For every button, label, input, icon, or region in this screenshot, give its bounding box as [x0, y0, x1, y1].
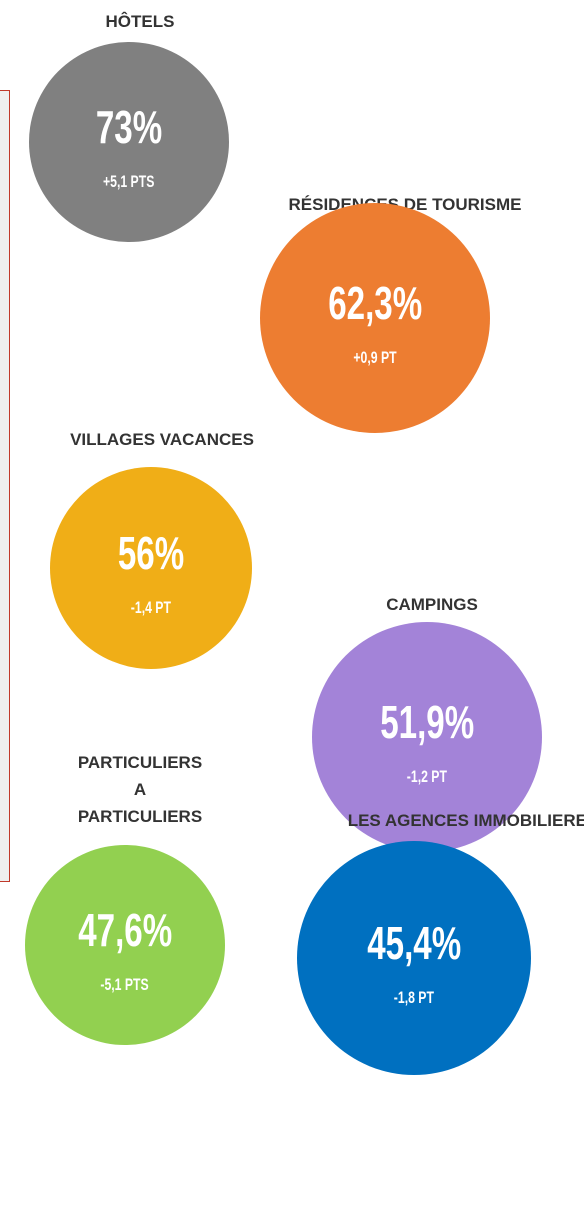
rate-change: +0,9 PT [260, 348, 490, 368]
rate-text: 56% [117, 527, 185, 579]
rate-circle: 62,3% +0,9 PT [260, 203, 490, 433]
rate-value: 45,4% [297, 916, 531, 970]
side-panel [0, 90, 10, 882]
rate-value: 62,3% [260, 276, 490, 330]
category-label: CAMPINGS [386, 591, 478, 618]
rate-text: 73% [95, 101, 163, 153]
label-line: PARTICULIERS [77, 753, 203, 772]
rate-value: 56% [50, 526, 252, 580]
rate-text: 51,9% [380, 696, 474, 748]
change-text: -1,8 PT [393, 988, 435, 1007]
rate-value: 47,6% [25, 903, 225, 957]
rate-value: 73% [29, 100, 229, 154]
label-line: A [133, 780, 147, 799]
rate-change: -5,1 PTS [25, 975, 225, 995]
rate-change: -1,2 PT [312, 767, 542, 787]
rate-text: 45,4% [367, 917, 461, 969]
category-label: LES AGENCES IMMOBILIERES [348, 807, 584, 834]
label-line: LES AGENCES IMMOBILIERES [347, 811, 584, 830]
rate-circle: 45,4% -1,8 PT [297, 841, 531, 1075]
rate-circle: 47,6% -5,1 PTS [25, 845, 225, 1045]
rate-change: -1,4 PT [50, 598, 252, 618]
label-line: VILLAGES VACANCES [70, 430, 254, 449]
rate-text: 47,6% [78, 904, 172, 956]
rate-value: 51,9% [312, 695, 542, 749]
rate-text: 62,3% [328, 277, 422, 329]
category-label: VILLAGES VACANCES [70, 426, 254, 453]
label-line: HÔTELS [105, 12, 175, 31]
change-text: -5,1 PTS [100, 975, 150, 994]
rate-change: +5,1 PTS [29, 172, 229, 192]
rate-circle: 56% -1,4 PT [50, 467, 252, 669]
category-label: PARTICULIERS A PARTICULIERS [78, 749, 202, 830]
rate-circle: 73% +5,1 PTS [29, 42, 229, 242]
rate-change: -1,8 PT [297, 988, 531, 1008]
change-text: -1,4 PT [130, 598, 172, 617]
change-text: +5,1 PTS [103, 172, 155, 191]
label-line: PARTICULIERS [77, 807, 203, 826]
change-text: +0,9 PT [353, 348, 397, 367]
label-line: CAMPINGS [386, 595, 478, 614]
change-text: -1,2 PT [406, 767, 448, 786]
category-label: HÔTELS [106, 8, 175, 35]
rate-circle: 51,9% -1,2 PT [312, 622, 542, 852]
